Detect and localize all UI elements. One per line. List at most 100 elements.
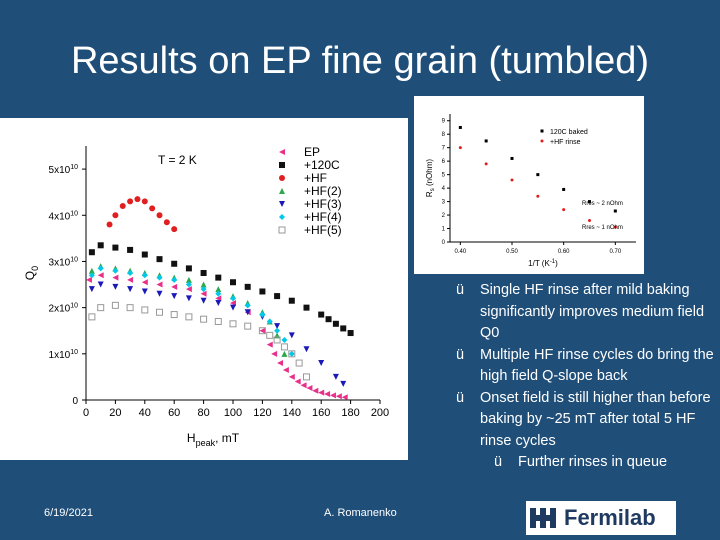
data-point xyxy=(200,297,207,304)
data-point xyxy=(156,274,163,281)
data-point xyxy=(200,315,208,323)
data-point xyxy=(156,281,163,288)
check-icon: ü xyxy=(456,282,465,298)
check-icon: ü xyxy=(494,454,503,470)
bullet-list: ü Single HF rinse after mild baking sign… xyxy=(456,280,718,474)
data-point xyxy=(127,270,134,276)
data-point xyxy=(588,218,591,222)
data-point xyxy=(562,208,566,212)
data-point xyxy=(230,295,236,302)
data-point xyxy=(258,327,266,335)
data-point xyxy=(266,331,274,339)
legend-label: +HF xyxy=(304,171,327,185)
data-point xyxy=(97,281,104,288)
legend-label: EP xyxy=(304,145,320,159)
data-point xyxy=(127,286,134,293)
data-point xyxy=(312,387,319,394)
data-point xyxy=(281,336,288,343)
data-point xyxy=(134,196,141,203)
data-point xyxy=(325,316,332,323)
sub-bullet-text: Further rinses in queue xyxy=(518,454,668,470)
series--hf-2- xyxy=(88,263,288,357)
data-point xyxy=(288,350,296,358)
x-tick-label: 0.60 xyxy=(558,249,570,255)
data-point xyxy=(215,290,222,297)
data-point xyxy=(126,304,134,312)
data-point xyxy=(324,390,331,397)
data-point xyxy=(112,244,119,251)
data-point xyxy=(332,320,339,327)
legend-marker xyxy=(279,162,285,168)
x-tick-label: 200 xyxy=(371,407,389,419)
data-point xyxy=(244,309,251,316)
rres-annotation: Rres ~ 2 nOhm xyxy=(582,201,623,207)
data-point xyxy=(484,139,488,143)
data-point xyxy=(244,302,251,309)
data-point xyxy=(200,286,207,293)
data-point xyxy=(277,360,284,367)
data-point xyxy=(97,242,104,249)
legend-marker xyxy=(279,149,285,155)
data-point xyxy=(244,283,251,290)
data-point xyxy=(266,341,273,348)
legend-marker xyxy=(279,214,285,220)
data-point xyxy=(200,290,207,297)
data-point xyxy=(185,295,192,302)
data-point xyxy=(230,300,236,307)
data-point xyxy=(88,249,95,256)
data-point xyxy=(185,265,192,272)
data-point xyxy=(214,317,222,325)
data-point xyxy=(329,392,336,399)
data-point xyxy=(156,308,163,316)
data-point xyxy=(613,225,617,229)
data-point xyxy=(215,274,222,281)
y-tick-label: 2x1010 xyxy=(49,303,79,315)
data-point xyxy=(112,274,119,281)
data-point xyxy=(141,279,148,286)
data-point xyxy=(300,382,307,389)
y-tick-label: 3x1010 xyxy=(49,256,79,268)
data-point xyxy=(288,373,295,380)
y-tick-label: 3 xyxy=(442,200,446,206)
y-tick-label: 5 xyxy=(442,173,446,179)
bullet-text: Single HF rinse after mild baking signif… xyxy=(480,282,705,341)
data-point xyxy=(149,205,156,212)
data-point xyxy=(303,373,310,381)
x-tick-label: 140 xyxy=(283,407,301,419)
data-point xyxy=(306,384,313,391)
inset-chart-panel: 0.40 0.50 0.60 0.70 0 1 2 3 4 5 6 7 8 9 Rs (nOhm) 1/T (… xyxy=(414,96,644,274)
rres-annotation: Rres ~ 1 nOhm xyxy=(582,225,623,231)
temperature-annotation: T = 2 K xyxy=(158,153,197,167)
inset-series--hf-rinse xyxy=(458,146,617,229)
data-point xyxy=(163,219,170,226)
data-point xyxy=(156,212,163,219)
x-tick-label: 180 xyxy=(341,407,359,419)
data-point xyxy=(141,251,148,258)
check-icon: ü xyxy=(456,389,465,406)
legend-marker xyxy=(540,129,544,133)
x-tick-label: 20 xyxy=(109,407,121,419)
x-tick-label: 60 xyxy=(168,407,180,419)
data-point xyxy=(259,311,266,318)
data-point xyxy=(341,394,348,401)
data-point xyxy=(141,272,148,279)
data-point xyxy=(119,203,126,210)
data-point xyxy=(458,146,462,150)
data-point xyxy=(112,212,119,219)
data-point xyxy=(288,332,295,339)
fermilab-logo-icon xyxy=(530,508,556,528)
legend-marker xyxy=(279,188,285,194)
data-point xyxy=(332,373,339,380)
y-tick-label: 8 xyxy=(442,132,446,138)
data-point xyxy=(97,265,104,272)
data-point xyxy=(340,325,347,332)
legend-marker xyxy=(279,175,285,181)
x-tick-label: 40 xyxy=(139,407,151,419)
check-icon: ü xyxy=(456,346,465,363)
legend-label: +HF(2) xyxy=(304,184,342,198)
inset-series-120c-baked xyxy=(458,125,617,213)
footer-author: A. Romanenko xyxy=(324,507,397,519)
y-tick-label: 4 xyxy=(442,186,446,192)
data-point xyxy=(171,226,178,233)
x-tick-label: 0.70 xyxy=(609,249,621,255)
